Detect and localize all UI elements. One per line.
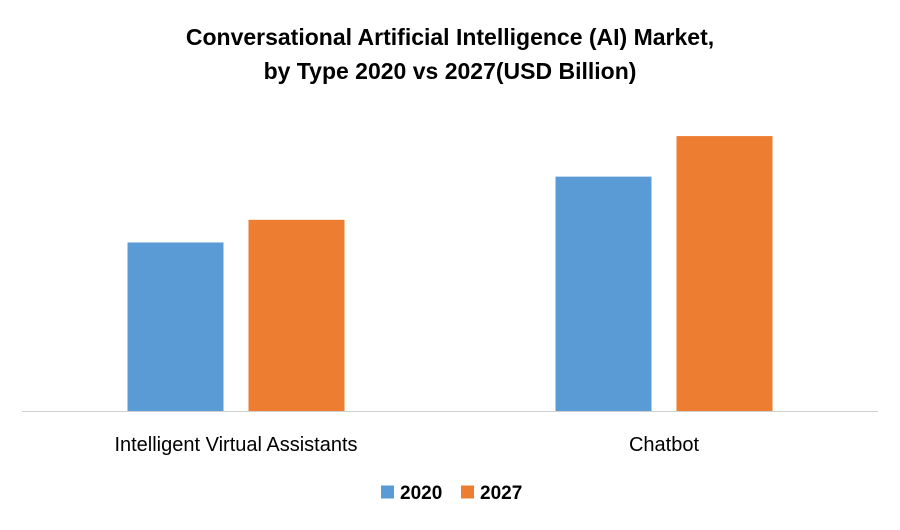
chart-title-line-2: by Type 2020 vs 2027(USD Billion) (264, 58, 637, 84)
category-label-1: Intelligent Virtual Assistants (114, 434, 357, 456)
legend: 2020 2027 (381, 483, 522, 504)
bar-2027-1 (248, 219, 345, 411)
bar-2020-1 (127, 242, 224, 411)
bars (127, 136, 773, 411)
legend-swatch-2020 (381, 485, 394, 499)
legend-label-2027: 2027 (480, 483, 522, 504)
chart-title-line-1: Conversational Artificial Intelligence (… (186, 24, 714, 50)
bar-2027-2 (676, 136, 773, 411)
legend-swatch-2027 (461, 485, 474, 499)
legend-item-2027: 2027 (461, 483, 522, 504)
category-label-2: Chatbot (629, 434, 699, 456)
legend-item-2020: 2020 (381, 483, 442, 504)
category-labels: Intelligent Virtual Assistants Chatbot (114, 434, 699, 456)
chart-title: Conversational Artificial Intelligence (… (186, 24, 714, 84)
bar-2020-2 (555, 176, 652, 411)
legend-label-2020: 2020 (400, 483, 442, 504)
